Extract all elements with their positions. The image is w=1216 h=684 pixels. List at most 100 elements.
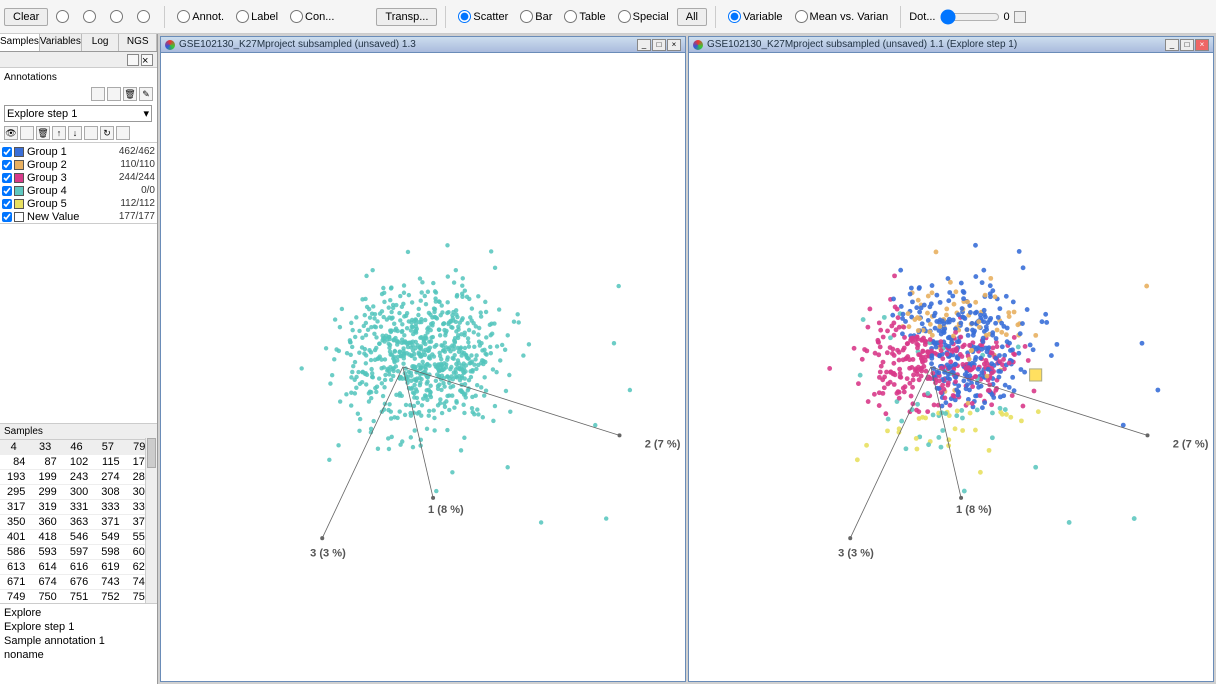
group-row[interactable]: New Value 177/177 [0,210,157,223]
table-cell[interactable]: 299 [31,485,62,500]
close-button[interactable]: × [1195,39,1209,51]
radio-annot[interactable]: Annot. [177,10,224,23]
table-cell[interactable]: 751 [63,590,94,604]
close-panel-icon[interactable]: × [141,54,153,66]
plot-canvas-left[interactable]: 1 (8 %)2 (7 %)3 (3 %) [161,53,685,681]
pin-icon[interactable] [127,54,139,66]
radio-opt-4[interactable] [137,10,152,23]
icon-a2[interactable] [107,87,121,101]
group-checkbox[interactable] [2,160,12,170]
table-cell[interactable]: 360 [31,515,62,530]
radio-opt-1[interactable] [56,10,71,23]
table-cell[interactable]: 613 [0,560,31,575]
group-checkbox[interactable] [2,212,12,222]
slider-end-icon[interactable] [1014,11,1026,23]
radio-special[interactable]: Special [618,10,669,23]
minimize-button[interactable]: _ [1165,39,1179,51]
table-cell[interactable]: 350 [0,515,31,530]
sort-icon[interactable] [84,126,98,140]
tab-ngs[interactable]: NGS [119,34,157,51]
table-cell[interactable]: 546 [63,530,94,545]
table-cell[interactable]: 317 [0,500,31,515]
tab-variables[interactable]: Variables [40,34,82,51]
list-item[interactable]: noname [4,648,153,662]
list-item[interactable]: Explore [4,606,153,620]
minimize-button[interactable]: _ [637,39,651,51]
table-cell[interactable]: 593 [31,545,62,560]
group-row[interactable]: Group 3 244/244 [0,171,157,184]
table-cell[interactable]: 743 [94,575,125,590]
transp-button[interactable]: Transp... [376,8,437,26]
tab-samples[interactable]: Samples [0,34,40,51]
table-cell[interactable]: 295 [0,485,31,500]
settings-icon[interactable] [116,126,130,140]
group-row[interactable]: Group 5 112/112 [0,197,157,210]
radio-variable[interactable]: Variable [728,10,783,23]
pencil-icon[interactable]: ✎ [139,87,153,101]
all-button[interactable]: All [677,8,707,26]
table-cell[interactable]: 199 [31,470,62,485]
table-cell[interactable]: 319 [31,500,62,515]
plot-canvas-right[interactable]: 1 (8 %)2 (7 %)3 (3 %) [689,53,1213,681]
group-checkbox[interactable] [2,173,12,183]
group-row[interactable]: Group 4 0/0 [0,184,157,197]
list-item[interactable]: Explore step 1 [4,620,153,634]
table-cell[interactable]: 300 [63,485,94,500]
group-checkbox[interactable] [2,147,12,157]
table-cell[interactable]: 614 [31,560,62,575]
table-cell[interactable]: 115 [94,455,125,470]
tab-log[interactable]: Log [82,34,120,51]
table-cell[interactable]: 363 [63,515,94,530]
table-cell[interactable]: 274 [94,470,125,485]
table-cell[interactable]: 87 [31,455,62,470]
annotation-select[interactable]: Explore step 1▾ [4,105,152,122]
trash-icon[interactable]: 🗑 [123,87,137,101]
table-cell[interactable]: 333 [94,500,125,515]
table-cell[interactable]: 752 [94,590,125,604]
maximize-button[interactable]: □ [1180,39,1194,51]
group-row[interactable]: Group 1 462/462 [0,145,157,158]
plot-titlebar-right[interactable]: GSE102130_K27Mproject subsampled (unsave… [689,37,1213,53]
radio-meanvar[interactable]: Mean vs. Varian [795,10,889,23]
eye-icon[interactable]: 👁 [4,126,18,140]
close-button[interactable]: × [667,39,681,51]
clear-button[interactable]: Clear [4,8,48,26]
table-cell[interactable]: 619 [94,560,125,575]
radio-label[interactable]: Label [236,10,278,23]
table-cell[interactable]: 308 [94,485,125,500]
trash2-icon[interactable]: 🗑 [36,126,50,140]
radio-opt-3[interactable] [110,10,125,23]
group-checkbox[interactable] [2,199,12,209]
group-row[interactable]: Group 2 110/110 [0,158,157,171]
table-cell[interactable]: 549 [94,530,125,545]
table-cell[interactable]: 84 [0,455,31,470]
table-cell[interactable]: 750 [31,590,62,604]
plot-titlebar-left[interactable]: GSE102130_K27Mproject subsampled (unsave… [161,37,685,53]
table-cell[interactable]: 401 [0,530,31,545]
radio-opt-2[interactable] [83,10,98,23]
radio-scatter[interactable]: Scatter [458,10,508,23]
table-cell[interactable]: 371 [94,515,125,530]
radio-table[interactable]: Table [564,10,605,23]
table-cell[interactable]: 243 [63,470,94,485]
table-cell[interactable]: 331 [63,500,94,515]
table-scrollbar[interactable] [145,438,157,603]
list-item[interactable]: Sample annotation 1 [4,634,153,648]
table-cell[interactable]: 193 [0,470,31,485]
down-icon[interactable]: ↓ [68,126,82,140]
table-cell[interactable]: 586 [0,545,31,560]
table-cell[interactable]: 102 [63,455,94,470]
dot-size-slider[interactable] [940,9,1000,25]
table-cell[interactable]: 597 [63,545,94,560]
radio-bar[interactable]: Bar [520,10,552,23]
refresh-icon[interactable]: ↻ [100,126,114,140]
maximize-button[interactable]: □ [652,39,666,51]
group-checkbox[interactable] [2,186,12,196]
table-cell[interactable]: 616 [63,560,94,575]
table-cell[interactable]: 418 [31,530,62,545]
up-icon[interactable]: ↑ [52,126,66,140]
copy-icon[interactable] [20,126,34,140]
table-cell[interactable]: 749 [0,590,31,604]
table-cell[interactable]: 676 [63,575,94,590]
table-cell[interactable]: 671 [0,575,31,590]
